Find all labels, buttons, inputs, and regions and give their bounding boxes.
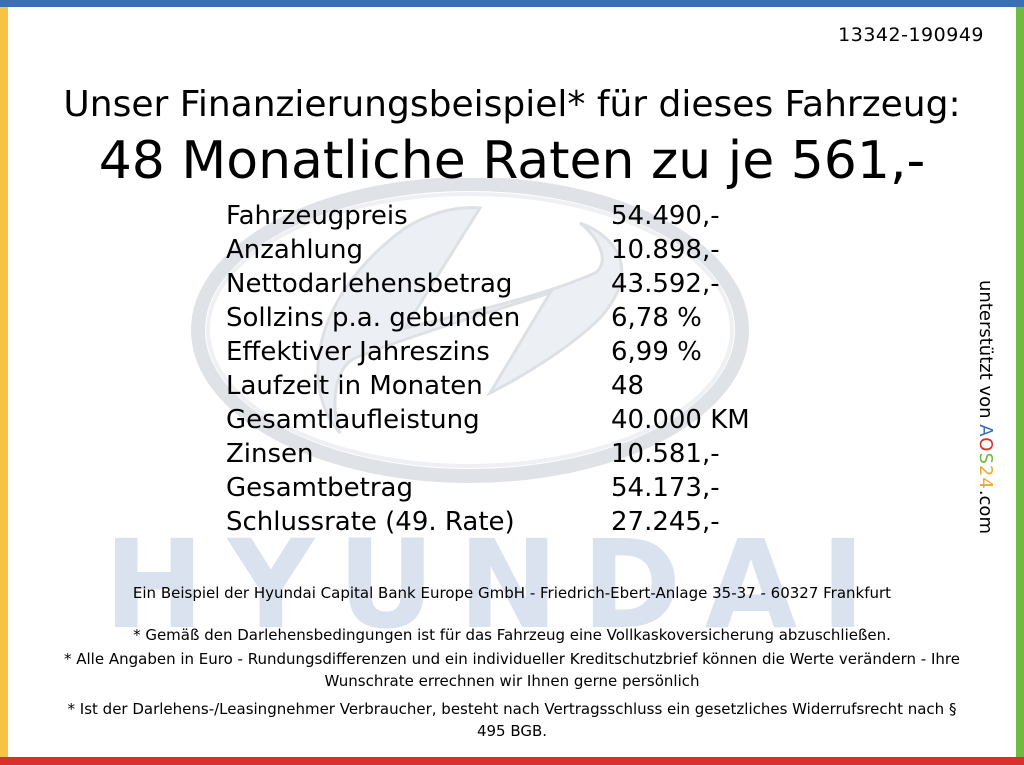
financing-value: 48 [611, 371, 645, 401]
monthly-rate-line: 48 Monatliche Raten zu je 561,- [98, 131, 926, 191]
financing-row: Gesamtlaufleistung 40.000 KM [226, 403, 786, 437]
sponsor-brand-24: 24 [975, 464, 996, 490]
financing-value: 40.000 KM [611, 405, 750, 435]
sponsor-suffix: .com [975, 489, 996, 534]
sponsor-brand-a: A [975, 424, 996, 438]
sponsor-text: unterstützt von AOS24.com [973, 280, 997, 534]
financing-row: Schlussrate (49. Rate) 27.245,- [226, 505, 786, 539]
reference-code: 13342-190949 [838, 24, 984, 46]
financing-label: Nettodarlehensbetrag [226, 269, 513, 299]
sponsor-brand-s: S [975, 452, 996, 465]
financing-row: Fahrzeugpreis 54.490,- [226, 199, 786, 233]
financing-value: 54.173,- [611, 473, 720, 503]
hyundai-watermark-word: HYUNDAI [104, 514, 889, 656]
financing-value: 54.490,- [611, 201, 720, 231]
sponsor-brand-o: O [975, 437, 996, 453]
sponsor-credit: unterstützt von AOS24.com [973, 280, 997, 570]
financing-label: Effektiver Jahreszins [226, 337, 490, 367]
financing-label: Anzahlung [226, 235, 364, 265]
financing-row: Sollzins p.a. gebunden 6,78 % [226, 301, 786, 335]
financing-row: Zinsen 10.581,- [226, 437, 786, 471]
financing-row: Nettodarlehensbetrag 43.592,- [226, 267, 786, 301]
financing-value: 6,78 % [611, 303, 702, 333]
border-right [1016, 7, 1024, 757]
financing-value: 6,99 % [611, 337, 702, 367]
financing-value: 43.592,- [611, 269, 720, 299]
hyundai-logo-icon [191, 178, 749, 483]
border-top [0, 0, 1024, 7]
financing-value: 27.245,- [611, 507, 720, 537]
financing-value: 10.581,- [611, 439, 720, 469]
financing-row: Anzahlung 10.898,- [226, 233, 786, 267]
financing-label: Laufzeit in Monaten [226, 371, 483, 401]
financing-label: Gesamtlaufleistung [226, 405, 480, 435]
sponsor-prefix: unterstützt von [975, 280, 996, 419]
footnote-withdrawal: * Ist der Darlehens-/Leasingnehmer Verbr… [67, 700, 957, 740]
financing-value: 10.898,- [611, 235, 720, 265]
bank-info: Ein Beispiel der Hyundai Capital Bank Eu… [132, 584, 892, 602]
footnote-currency: * Alle Angaben in Euro - Rundungsdiffere… [63, 650, 960, 690]
financing-row: Laufzeit in Monaten 48 [226, 369, 786, 403]
border-bottom [0, 757, 1024, 765]
financing-label: Sollzins p.a. gebunden [226, 303, 521, 333]
financing-label: Fahrzeugpreis [226, 201, 408, 231]
financing-row: Effektiver Jahreszins 6,99 % [226, 335, 786, 369]
sponsor-brand-logo: AOS24 [975, 424, 996, 490]
financing-label: Zinsen [226, 439, 314, 469]
financing-table: Fahrzeugpreis 54.490,- Anzahlung 10.898,… [226, 199, 786, 539]
footnote-insurance: * Gemäß den Darlehensbedingungen ist für… [133, 626, 891, 644]
financing-label: Gesamtbetrag [226, 473, 413, 503]
financing-label: Schlussrate (49. Rate) [226, 507, 515, 537]
headline: Unser Finanzierungsbeispiel* für dieses … [63, 84, 961, 125]
border-left [0, 7, 8, 757]
financing-row: Gesamtbetrag 54.173,- [226, 471, 786, 505]
